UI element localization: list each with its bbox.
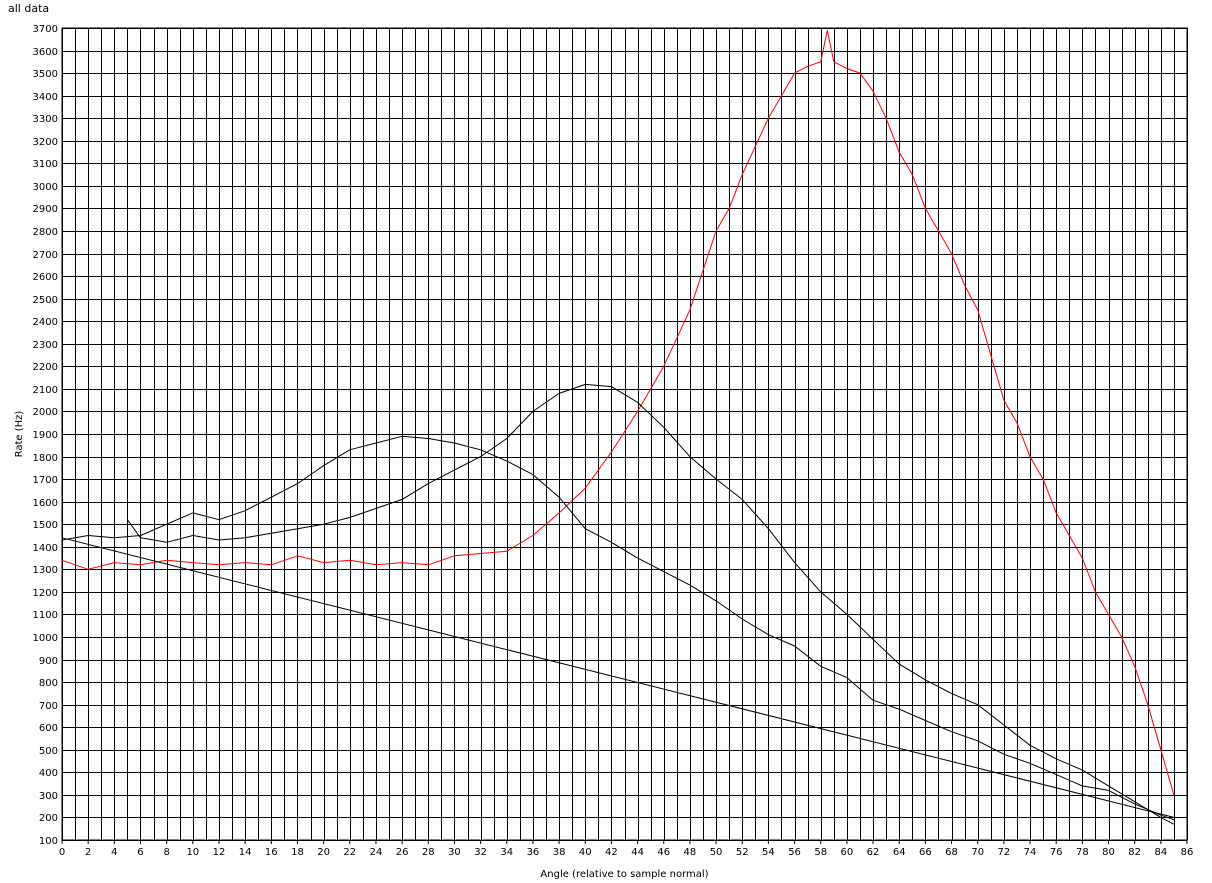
y-tick-label: 500 [39, 746, 58, 757]
y-tick-label: 1700 [33, 475, 58, 486]
y-tick-label: 1400 [33, 543, 58, 554]
y-tick-label: 1600 [33, 498, 58, 509]
y-axis-label: Rate (Hz) [14, 411, 25, 458]
x-tick-label: 54 [762, 847, 775, 858]
x-axis-label: Angle (relative to sample normal) [540, 869, 708, 880]
y-tick-label: 700 [39, 701, 58, 712]
x-tick-label: 74 [1024, 847, 1037, 858]
x-tick-label: 76 [1050, 847, 1063, 858]
x-tick-label: 66 [919, 847, 932, 858]
x-tick-label: 28 [422, 847, 435, 858]
x-tick-label: 36 [527, 847, 540, 858]
series-line-3 [126, 383, 1175, 825]
y-tick-label: 1200 [33, 588, 58, 599]
x-tick-label: 80 [1102, 847, 1115, 858]
y-tick-label: 1900 [33, 430, 58, 441]
y-tick-label: 1300 [33, 565, 58, 576]
y-tick-label: 900 [39, 656, 58, 667]
x-tick-label: 72 [997, 847, 1010, 858]
y-tick-label: 3100 [33, 159, 58, 170]
y-tick-label: 2800 [33, 227, 58, 238]
x-tick-label: 84 [1154, 847, 1167, 858]
y-tick-label: 3200 [33, 137, 58, 148]
x-tick-label: 34 [500, 847, 513, 858]
y-tick-label: 2100 [33, 385, 58, 396]
x-tick-label: 26 [396, 847, 409, 858]
x-tick-label: 86 [1181, 847, 1194, 858]
series-line-4 [61, 537, 1175, 818]
y-tick-label: 3600 [33, 47, 58, 58]
y-tick-label: 400 [39, 768, 58, 779]
x-tick-label: 70 [971, 847, 984, 858]
x-tick-label: 62 [867, 847, 880, 858]
x-tick-label: 14 [239, 847, 252, 858]
series-line-1 [61, 29, 1175, 796]
x-tick-label: 12 [213, 847, 226, 858]
y-tick-label: 3700 [33, 24, 58, 35]
x-tick-label: 82 [1128, 847, 1141, 858]
x-tick-label: 42 [605, 847, 618, 858]
y-tick-label: 3000 [33, 182, 58, 193]
grid-layer [61, 27, 1188, 841]
x-tick-label: 46 [657, 847, 670, 858]
chart-title: all data [8, 2, 50, 15]
x-tick-label: 38 [553, 847, 566, 858]
x-tick-label: 16 [265, 847, 278, 858]
x-tick-label: 4 [111, 847, 117, 858]
y-tick-label: 1500 [33, 520, 58, 531]
x-tick-label: 2 [85, 847, 91, 858]
x-tick-label: 64 [893, 847, 906, 858]
y-tick-label: 600 [39, 723, 58, 734]
x-tick-label: 32 [474, 847, 487, 858]
x-tick-label: 10 [186, 847, 199, 858]
y-tick-label: 3400 [33, 92, 58, 103]
y-tick-label: 300 [39, 791, 58, 802]
y-tick-label: 200 [39, 813, 58, 824]
x-tick-label: 60 [841, 847, 854, 858]
y-tick-label: 2500 [33, 295, 58, 306]
series-layer [61, 29, 1175, 825]
x-tick-label: 48 [684, 847, 697, 858]
x-tick-label: 50 [710, 847, 723, 858]
y-tick-label: 3500 [33, 69, 58, 80]
y-tick-label: 2700 [33, 250, 58, 261]
y-tick-label: 2400 [33, 317, 58, 328]
x-tick-label: 52 [736, 847, 749, 858]
y-tick-label: 2300 [33, 340, 58, 351]
y-tick-label: 100 [39, 836, 58, 847]
x-tick-label: 24 [370, 847, 383, 858]
x-tick-label: 30 [448, 847, 461, 858]
y-tick-label: 2000 [33, 407, 58, 418]
x-tick-label: 40 [579, 847, 592, 858]
x-tick-label: 20 [317, 847, 330, 858]
x-tick-label: 6 [137, 847, 143, 858]
x-tick-label: 22 [343, 847, 356, 858]
x-tick-label: 78 [1076, 847, 1089, 858]
x-tick-label: 58 [814, 847, 827, 858]
y-tick-label: 1000 [33, 633, 58, 644]
x-tick-label: 18 [291, 847, 304, 858]
x-tick-label: 8 [163, 847, 169, 858]
x-tick-label: 68 [945, 847, 958, 858]
y-tick-label: 2600 [33, 272, 58, 283]
y-tick-label: 2900 [33, 204, 58, 215]
y-tick-label: 800 [39, 678, 58, 689]
x-tick-labels: 0 2 4 6 8 10 12 14 16 18 20 22 24 26 28 30 32 34 36 38 40 42 4… [59, 840, 1194, 858]
y-tick-label: 1100 [33, 610, 58, 621]
x-tick-label: 44 [631, 847, 644, 858]
y-tick-label: 1800 [33, 453, 58, 464]
series-line-2 [61, 435, 1175, 821]
x-tick-label: 56 [788, 847, 801, 858]
y-tick-label: 3300 [33, 114, 58, 125]
y-tick-label: 2200 [33, 362, 58, 373]
y-tick-labels: 100 200 300 400 500 600 700 800 900 1000 1100 1200 1… [33, 24, 58, 847]
x-tick-label: 0 [59, 847, 65, 858]
